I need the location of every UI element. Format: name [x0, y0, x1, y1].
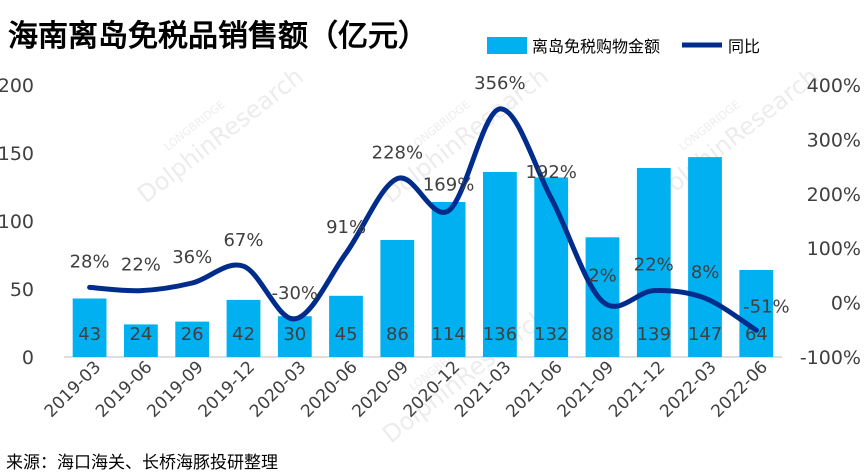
- bar-series: [72, 157, 774, 357]
- bar-value-label: 147: [688, 324, 722, 345]
- right-tick-label: 200%: [807, 184, 861, 206]
- yoy-value-label: 192%: [525, 162, 576, 183]
- bar-value-label: 88: [591, 324, 614, 345]
- chart-title: 海南离岛免税品销售额（亿元）: [8, 19, 428, 54]
- x-tick-label: 2022-06: [708, 357, 772, 421]
- bar-value-label: 136: [483, 324, 517, 345]
- bar-value-label: 132: [534, 324, 568, 345]
- yoy-value-label: -51%: [743, 296, 790, 317]
- yoy-value-label: 36%: [172, 247, 212, 268]
- bar-value-label: 86: [386, 324, 409, 345]
- bar: [636, 168, 671, 357]
- left-tick-label: 50: [10, 279, 34, 301]
- yoy-line: [87, 106, 759, 333]
- yoy-value-label: 169%: [423, 175, 474, 196]
- yoy-value-labels: 28% 22% 36% 67% -30% 91% 228%169% 356% 192% 2% 22%…: [70, 73, 790, 317]
- legend: 离岛免税购物金额 同比: [487, 37, 760, 56]
- bar-value-label: 42: [232, 324, 255, 345]
- yoy-value-label: 8%: [691, 262, 720, 283]
- legend-bar-swatch: [487, 37, 527, 54]
- right-tick-label: 300%: [807, 129, 861, 151]
- watermark-text: DolphinResearch: [132, 62, 309, 209]
- bar: [431, 202, 466, 357]
- legend-line-label: 同比: [728, 37, 760, 56]
- right-axis: -100% 0% 100% 200% 300% 400%: [800, 75, 861, 369]
- bar-value-label: 114: [431, 324, 465, 345]
- right-tick-label: 400%: [807, 75, 861, 97]
- bar: [329, 295, 363, 357]
- bar: [277, 316, 312, 357]
- right-tick-label: 100%: [807, 238, 861, 260]
- right-tick-label: -100%: [800, 347, 861, 369]
- source-note: 来源：海口海关、长桥海豚投研整理: [6, 453, 278, 473]
- yoy-value-label: 28%: [70, 251, 110, 272]
- bar: [585, 237, 620, 357]
- yoy-value-label: 2%: [588, 266, 617, 287]
- yoy-value-label: 22%: [634, 255, 674, 276]
- bar: [175, 321, 210, 357]
- bar: [534, 177, 569, 357]
- bar-value-label: 30: [283, 324, 306, 345]
- right-tick-label: 0%: [831, 293, 861, 315]
- left-axis: 0 50 100 150 200: [0, 75, 34, 369]
- left-tick-label: 100: [0, 211, 34, 233]
- bar-value-labels: 43 24 26 42 30 45 86 114 136 132 88 139 147 64: [78, 324, 768, 345]
- left-tick-label: 0: [22, 347, 34, 369]
- x-axis-labels: 2019-032019-062019-092019-122020-032020-…: [41, 357, 772, 421]
- yoy-value-label: 67%: [223, 230, 263, 251]
- bar: [226, 299, 261, 357]
- bar: [72, 298, 107, 357]
- bar: [380, 240, 415, 357]
- bar-value-label: 45: [335, 324, 358, 345]
- bar-value-label: 24: [129, 324, 152, 345]
- bar: [688, 157, 722, 357]
- bar-value-label: 43: [78, 324, 101, 345]
- left-tick-label: 150: [0, 143, 34, 165]
- yoy-value-label: 228%: [372, 143, 423, 164]
- yoy-value-label: -30%: [272, 283, 319, 304]
- yoy-value-label: 91%: [326, 217, 366, 238]
- yoy-value-label: 356%: [474, 73, 525, 94]
- yoy-value-label: 22%: [121, 255, 161, 276]
- legend-bar-label: 离岛免税购物金额: [532, 37, 660, 56]
- bar: [739, 270, 774, 357]
- bar: [483, 172, 517, 357]
- watermark-text: DolphinResearch: [647, 62, 824, 209]
- left-tick-label: 200: [0, 75, 34, 97]
- bar-value-label: 139: [637, 324, 671, 345]
- bar: [124, 324, 158, 357]
- bar-value-label: 26: [181, 324, 204, 345]
